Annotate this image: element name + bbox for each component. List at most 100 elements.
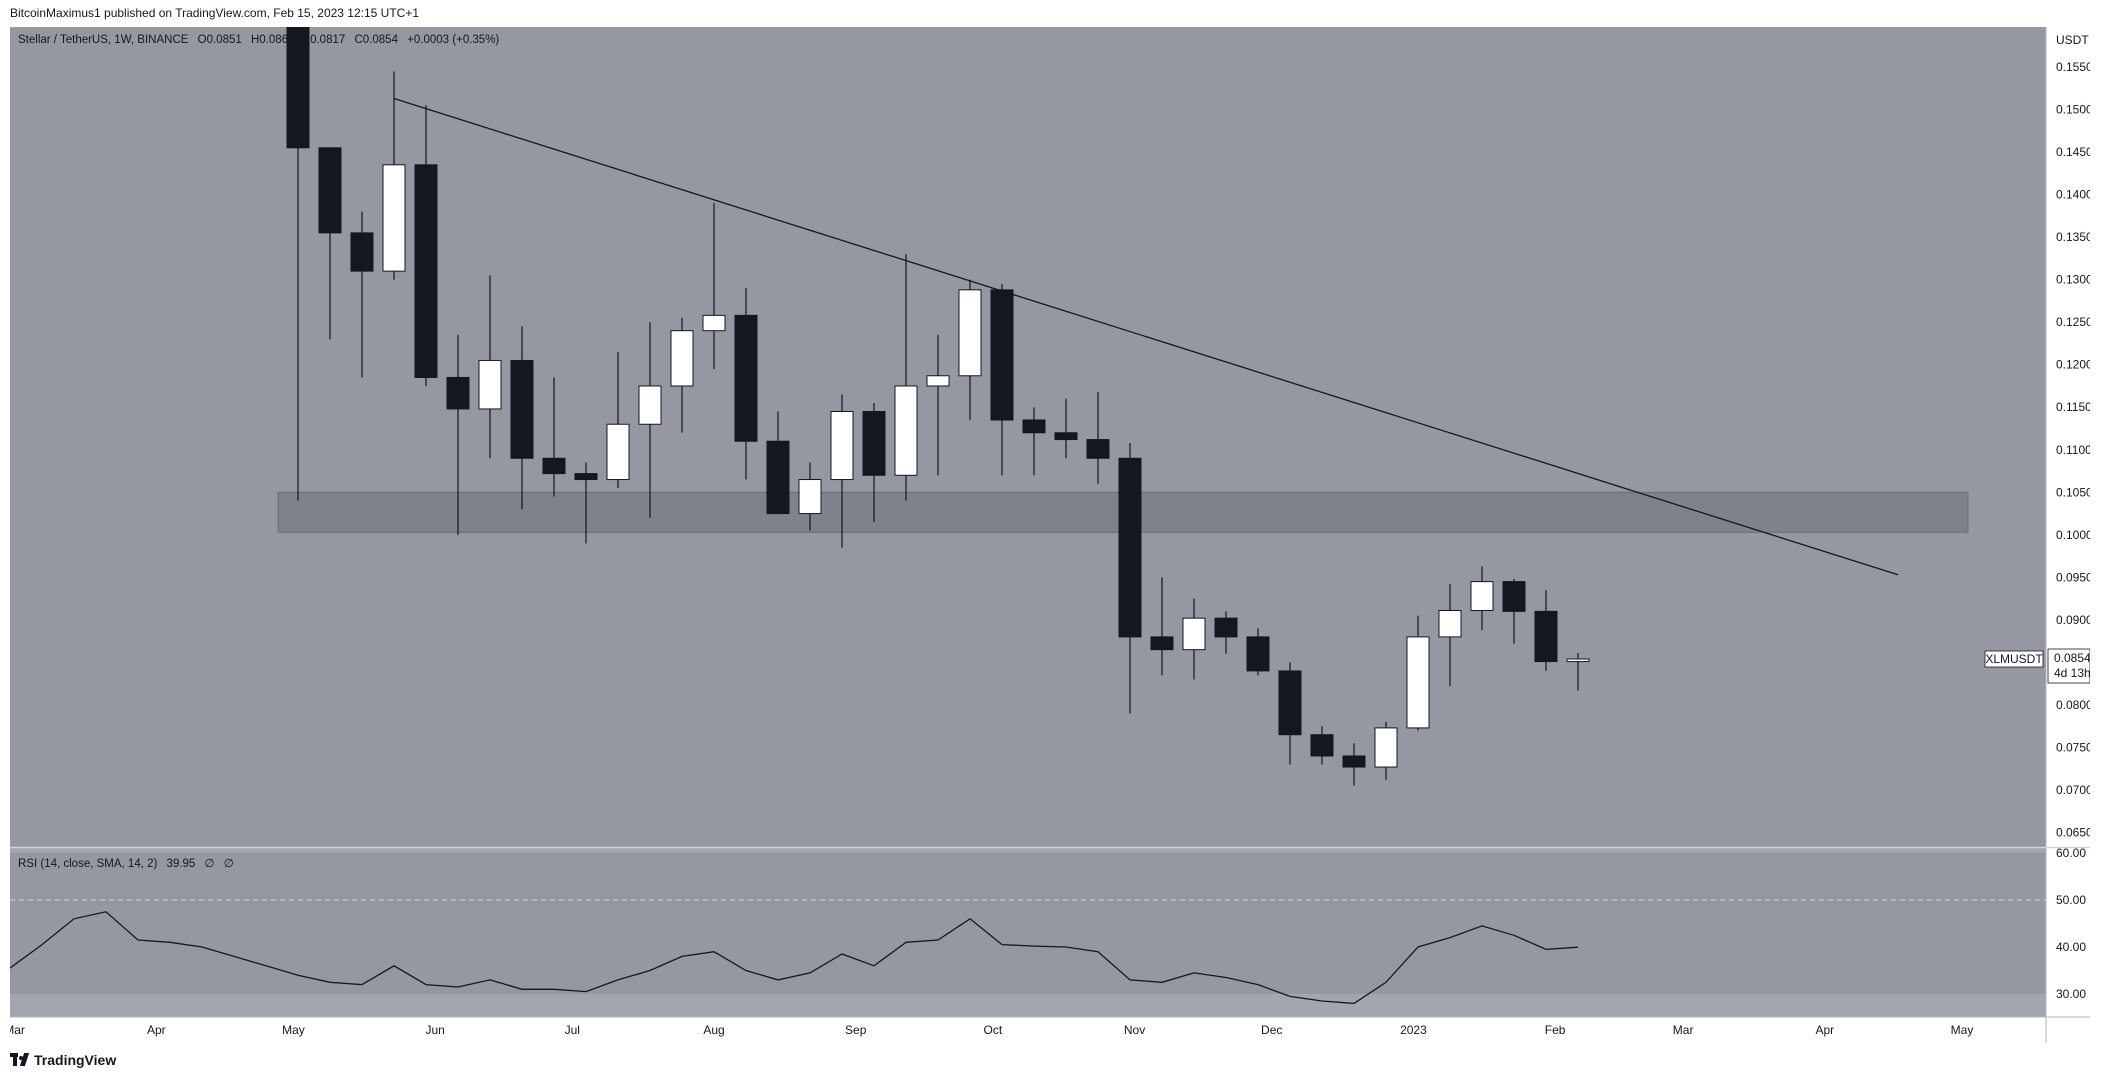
- time-tick-label: Dec: [1261, 1023, 1282, 1037]
- candle-body[interactable]: [1342, 755, 1366, 768]
- time-tick-label: Jul: [565, 1023, 580, 1037]
- candle-body[interactable]: [1022, 419, 1046, 434]
- candle-body[interactable]: [1086, 439, 1110, 459]
- price-tick-label: 0.1050: [2056, 485, 2090, 499]
- candle-body[interactable]: [1182, 617, 1206, 651]
- candle-body[interactable]: [734, 314, 758, 442]
- publish-header: BitcoinMaximus1 published on TradingView…: [0, 0, 2113, 27]
- time-tick-label: Mar: [10, 1023, 25, 1037]
- symbol-title: Stellar / TetherUS, 1W, BINANCE: [18, 34, 189, 46]
- candle-body[interactable]: [1310, 734, 1334, 757]
- candle-body[interactable]: [1054, 432, 1078, 441]
- rsi-tick-label: 40.00: [2056, 940, 2086, 954]
- candle-body[interactable]: [638, 385, 662, 425]
- candle-body[interactable]: [542, 457, 566, 475]
- rsi-value: 39.95: [166, 858, 196, 870]
- time-tick-label: Apr: [1816, 1023, 1835, 1037]
- tradingview-logo-icon: [10, 1053, 30, 1067]
- candle-body[interactable]: [1374, 727, 1398, 768]
- open-label: O: [197, 34, 207, 46]
- candle-body[interactable]: [798, 479, 822, 515]
- price-tick-label: 0.1550: [2056, 60, 2090, 74]
- price-tick-label: 0.1500: [2056, 103, 2090, 117]
- descending-trendline[interactable]: [393, 97, 1899, 576]
- price-axis-bg[interactable]: [2046, 27, 2090, 1043]
- price-tick-label: 0.1250: [2056, 315, 2090, 329]
- time-tick-label: May: [282, 1023, 305, 1037]
- rsi-extra-1: ∅: [204, 858, 215, 870]
- tradingview-brand: TradingView: [34, 1052, 117, 1068]
- candle-body[interactable]: [1566, 658, 1590, 663]
- candle-body[interactable]: [1406, 636, 1430, 729]
- time-tick-label: Nov: [1124, 1023, 1145, 1037]
- symbol-tag: [1984, 650, 2044, 668]
- candle-body[interactable]: [414, 164, 438, 378]
- candle-body[interactable]: [958, 289, 982, 377]
- price-tick-label: 0.1400: [2056, 188, 2090, 202]
- countdown-label: 4d 13h: [2054, 666, 2090, 680]
- candle-body[interactable]: [1118, 457, 1142, 638]
- candle-body[interactable]: [670, 330, 694, 387]
- time-tick-label: 2023: [1400, 1023, 1427, 1037]
- candle-body[interactable]: [1438, 610, 1462, 638]
- candle-body[interactable]: [318, 147, 342, 234]
- close-label: C: [354, 34, 363, 46]
- candle-body[interactable]: [1534, 610, 1558, 663]
- price-tick-label: 0.0650: [2056, 826, 2090, 840]
- candle-body[interactable]: [1470, 581, 1494, 612]
- price-tick-label: 0.0750: [2056, 740, 2090, 754]
- candle-body[interactable]: [894, 385, 918, 476]
- price-tick-label: 0.1000: [2056, 528, 2090, 542]
- candle-body[interactable]: [1246, 636, 1270, 672]
- time-tick-label: Oct: [984, 1023, 1003, 1037]
- candle-body[interactable]: [1278, 670, 1302, 736]
- candle-body[interactable]: [1502, 581, 1526, 612]
- price-tick-label: 0.1300: [2056, 273, 2090, 287]
- time-tick-label: Jun: [425, 1023, 444, 1037]
- last-price-label: 0.0854: [2054, 651, 2090, 665]
- price-tick-label: 0.1100: [2056, 443, 2090, 457]
- price-pane[interactable]: [10, 27, 2046, 847]
- candle-body[interactable]: [510, 359, 534, 459]
- candle-body[interactable]: [382, 164, 406, 272]
- candle-body[interactable]: [702, 314, 726, 332]
- time-tick-label: Sep: [845, 1023, 867, 1037]
- price-tick-label: 0.0950: [2056, 570, 2090, 584]
- candle-body[interactable]: [574, 473, 598, 481]
- rsi-tick-label: 60.00: [2056, 846, 2086, 860]
- candle-body[interactable]: [990, 289, 1014, 421]
- rsi-line[interactable]: [10, 911, 1579, 1005]
- candle-body[interactable]: [446, 376, 470, 410]
- price-tick-label: 0.1150: [2056, 400, 2090, 414]
- rsi-tick-label: 50.00: [2056, 893, 2086, 907]
- candle-body[interactable]: [286, 27, 310, 149]
- low-value: 0.0817: [310, 34, 346, 46]
- candle-body[interactable]: [1150, 636, 1174, 651]
- open-value: 0.0851: [206, 34, 242, 46]
- time-tick-label: Aug: [703, 1023, 724, 1037]
- time-tick-label: Mar: [1673, 1023, 1694, 1037]
- time-tick-label: May: [1951, 1023, 1974, 1037]
- candle-body[interactable]: [606, 423, 630, 481]
- tradingview-logo: TradingView: [10, 1052, 116, 1068]
- time-tick-label: Feb: [1545, 1023, 1566, 1037]
- price-tick-label: 0.0800: [2056, 698, 2090, 712]
- candle-body[interactable]: [478, 359, 502, 410]
- candle-body[interactable]: [350, 232, 374, 272]
- candle-body[interactable]: [830, 410, 854, 481]
- rsi-extra-2: ∅: [223, 858, 234, 870]
- low-label: L: [303, 34, 311, 46]
- chart-frame[interactable]: USDT 0.1550 0.1500 0.1450 0.1400 0.1350 0.1300…: [10, 27, 2090, 1043]
- price-axis-unit: USDT: [2056, 33, 2089, 47]
- rsi-legend: RSI (14, close, SMA, 14, 2) 39.95 ∅ ∅: [18, 856, 234, 870]
- rsi-label: RSI (14, close, SMA, 14, 2): [18, 858, 158, 870]
- time-tick-label: Apr: [147, 1023, 166, 1037]
- time-axis-bg[interactable]: [10, 1017, 2046, 1043]
- candle-body[interactable]: [1214, 617, 1238, 638]
- close-value: 0.0854: [362, 34, 398, 46]
- candle-body[interactable]: [862, 410, 886, 476]
- candle-body[interactable]: [766, 440, 790, 515]
- last-price-tag: [2047, 648, 2090, 684]
- chart-svg[interactable]: USDT 0.1550 0.1500 0.1450 0.1400 0.1350 0.1300…: [10, 27, 2090, 1043]
- candle-body[interactable]: [926, 375, 950, 387]
